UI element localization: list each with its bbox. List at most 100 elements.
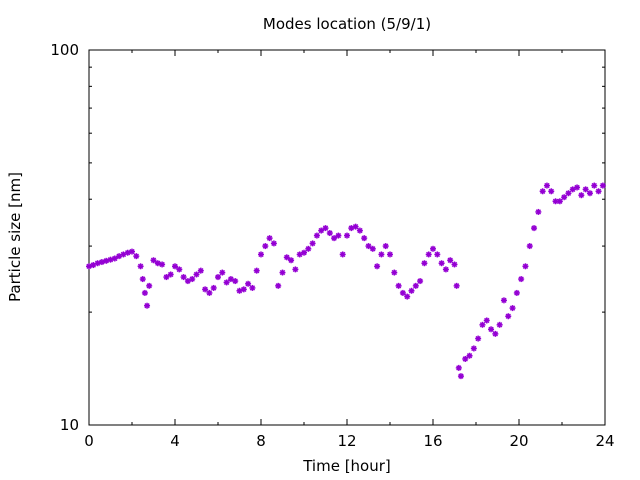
data-point xyxy=(167,271,174,278)
data-point xyxy=(505,313,512,320)
data-point xyxy=(275,282,282,289)
data-point xyxy=(451,261,458,268)
data-point xyxy=(591,182,598,189)
data-point xyxy=(399,289,406,296)
data-point xyxy=(586,190,593,197)
data-point xyxy=(595,188,602,195)
data-point xyxy=(344,232,350,239)
data-point xyxy=(301,249,307,256)
data-point xyxy=(404,293,411,300)
data-point xyxy=(543,182,550,189)
data-point xyxy=(163,274,170,281)
data-point xyxy=(258,251,264,258)
x-tick-label: 12 xyxy=(337,432,356,450)
data-point xyxy=(249,284,256,291)
data-point xyxy=(470,345,477,352)
data-point xyxy=(124,249,131,256)
data-point xyxy=(180,274,187,281)
y-tick-label: 10 xyxy=(60,416,79,434)
data-point xyxy=(206,289,213,296)
data-point xyxy=(146,282,153,289)
data-point xyxy=(365,243,372,250)
data-point xyxy=(496,321,503,328)
data-point xyxy=(305,245,312,252)
data-point xyxy=(103,257,110,264)
data-point xyxy=(232,278,239,285)
x-axis-label: Time [hour] xyxy=(302,457,391,475)
data-point xyxy=(279,269,286,276)
chart-title: Modes location (5/9/1) xyxy=(263,15,431,33)
data-point xyxy=(518,276,525,283)
data-point xyxy=(408,287,415,294)
data-point xyxy=(438,260,445,267)
data-point xyxy=(150,257,157,264)
x-tick-label: 24 xyxy=(595,432,614,450)
data-point xyxy=(219,269,226,276)
data-point xyxy=(270,240,277,247)
data-point xyxy=(500,297,507,304)
data-point xyxy=(483,317,490,324)
x-tick-label: 16 xyxy=(423,432,442,450)
data-point xyxy=(240,286,247,293)
data-point xyxy=(361,235,368,242)
data-point xyxy=(457,373,464,380)
data-point xyxy=(253,267,260,274)
data-point xyxy=(283,254,290,261)
data-point xyxy=(318,227,325,234)
data-point xyxy=(193,271,200,278)
data-point xyxy=(421,260,428,267)
data-point xyxy=(374,263,381,270)
data-point xyxy=(202,286,209,293)
data-point xyxy=(139,276,146,283)
x-tick-label: 8 xyxy=(256,432,266,450)
data-point xyxy=(475,335,482,342)
data-point xyxy=(466,352,473,359)
data-point xyxy=(578,192,585,199)
data-point xyxy=(288,257,295,264)
data-point xyxy=(509,305,516,312)
data-point xyxy=(172,263,178,270)
y-axis-ticks: 10 100 xyxy=(50,41,605,434)
data-point xyxy=(513,289,520,296)
data-point xyxy=(215,274,221,281)
data-point xyxy=(561,194,568,201)
data-point xyxy=(522,263,529,270)
data-point xyxy=(189,276,196,283)
data-point xyxy=(111,255,118,262)
data-point xyxy=(479,321,486,328)
data-point xyxy=(309,240,316,247)
data-point xyxy=(442,266,449,273)
data-point xyxy=(266,235,273,242)
data-point xyxy=(262,243,269,250)
data-points xyxy=(86,182,606,380)
data-point xyxy=(339,251,346,258)
data-point xyxy=(378,251,385,258)
data-point xyxy=(565,190,572,197)
data-point xyxy=(531,225,538,232)
data-point xyxy=(144,302,151,309)
data-point xyxy=(245,280,252,287)
data-point xyxy=(453,282,460,289)
data-point xyxy=(599,182,606,189)
data-point xyxy=(462,355,469,362)
data-point xyxy=(387,251,393,258)
data-point xyxy=(548,188,555,195)
data-point xyxy=(141,289,148,296)
data-point xyxy=(492,330,499,337)
data-point xyxy=(223,279,230,286)
y-axis-label: Particle size [nm] xyxy=(6,172,24,302)
y-tick-label: 100 xyxy=(50,41,79,59)
data-point xyxy=(412,282,419,289)
data-point xyxy=(210,284,217,291)
data-point xyxy=(154,260,161,267)
data-point xyxy=(391,269,398,276)
data-point xyxy=(556,198,563,205)
data-point xyxy=(159,261,166,268)
x-axis-ticks: 0 4 8 12 16 20 24 xyxy=(84,50,615,450)
x-tick-label: 0 xyxy=(84,432,94,450)
data-point xyxy=(430,245,436,252)
x-tick-label: 20 xyxy=(509,432,528,450)
data-point xyxy=(335,232,342,239)
data-point xyxy=(488,326,495,333)
data-point xyxy=(417,278,424,285)
